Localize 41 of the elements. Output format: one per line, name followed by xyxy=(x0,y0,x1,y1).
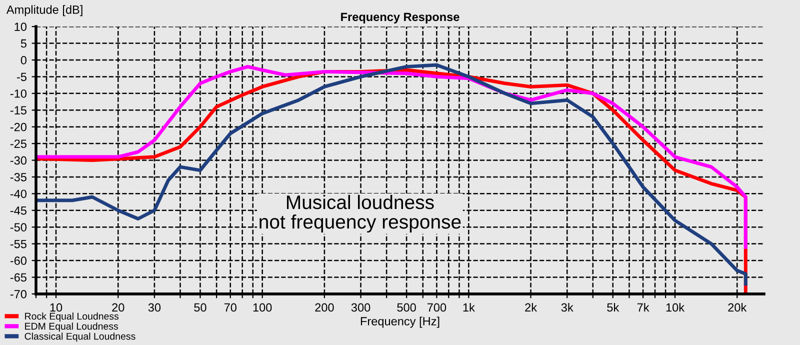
x-tick-label: 700 xyxy=(427,303,446,312)
x-tick-label: 200 xyxy=(315,303,334,312)
x-tick-label: 10k xyxy=(666,302,685,312)
y-tick-label: -20 xyxy=(10,122,27,132)
x-tick-label: 70 xyxy=(224,303,236,312)
x-tick-label: 7k xyxy=(637,302,650,312)
x-tick-label: 50 xyxy=(194,303,206,312)
y-tick-label: -5 xyxy=(17,72,26,82)
x-tick-label: 20k xyxy=(728,302,747,312)
y-tick-label: -30 xyxy=(10,156,27,165)
x-tick-label: 20 xyxy=(112,303,124,312)
y-tick-label: -25 xyxy=(10,140,26,148)
legend-label: EDM Equal Loudness xyxy=(25,322,118,332)
y-tick-label: 0 xyxy=(20,56,27,64)
y-tick-label: -70 xyxy=(10,290,27,298)
chart-title: Frequency Response xyxy=(341,12,460,24)
y-tick-label: -40 xyxy=(10,190,27,198)
x-tick-label: 10 xyxy=(50,303,62,312)
x-tick-label: 1k xyxy=(463,302,475,312)
y-tick-label: -10 xyxy=(10,89,27,98)
y-axis-title: Amplitude [dB] xyxy=(6,5,82,16)
x-tick-label: 3k xyxy=(561,302,574,312)
legend-label: Classical Equal Loudness xyxy=(24,332,136,342)
x-tick-label: 100 xyxy=(253,303,272,312)
y-tick-label: -45 xyxy=(10,206,26,215)
x-tick-label: 5k xyxy=(607,302,620,312)
x-tick-label: 2k xyxy=(525,302,538,312)
y-tick-label: 10 xyxy=(14,22,27,31)
y-tick-label: -60 xyxy=(10,256,27,265)
y-tick-label: -15 xyxy=(10,106,26,115)
x-tick-label: 500 xyxy=(397,303,416,312)
x-axis-title: Frequency [Hz] xyxy=(360,316,440,328)
y-tick-label: -55 xyxy=(10,240,26,248)
y-tick-label: -65 xyxy=(10,273,26,282)
y-tick-label: -35 xyxy=(10,172,26,182)
x-tick-label: 30 xyxy=(148,303,161,312)
x-tick-label: 300 xyxy=(351,303,370,312)
y-tick-label: -50 xyxy=(10,223,27,232)
legend-label: Rock Equal Loudness xyxy=(25,312,119,322)
y-tick-label: 5 xyxy=(20,39,26,48)
annotation: Musical loudness not frequency response xyxy=(260,194,461,233)
